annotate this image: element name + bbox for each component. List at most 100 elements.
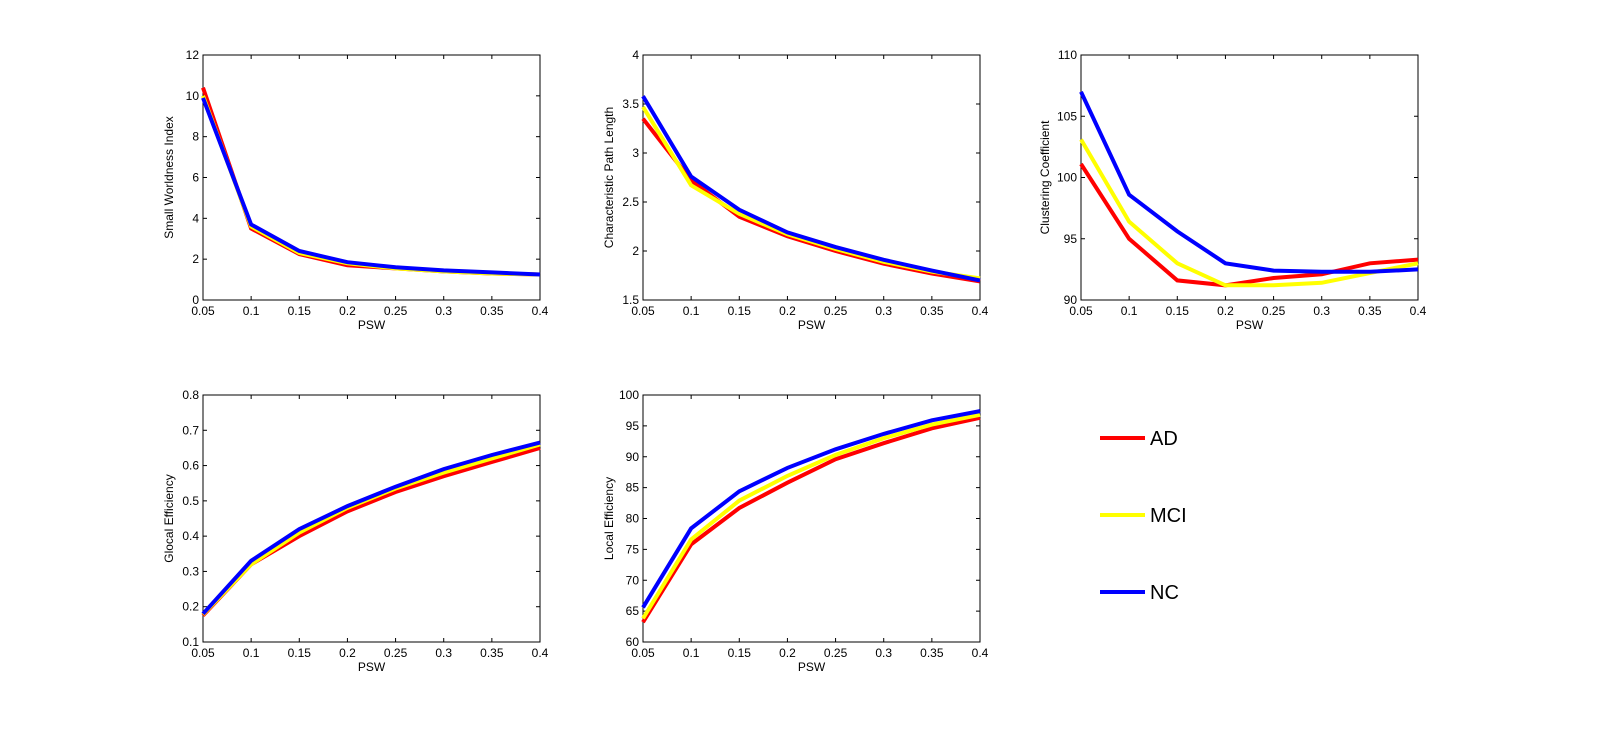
- y-tick-label: 2: [192, 252, 199, 266]
- y-tick-label: 65: [626, 604, 640, 618]
- y-tick-label: 85: [626, 481, 640, 495]
- x-tick-label: 0.25: [824, 646, 848, 660]
- y-axis-label: Characteristic Path Length: [602, 107, 616, 248]
- x-tick-label: 0.25: [1262, 304, 1286, 318]
- legend-item-nc: NC: [1100, 582, 1179, 604]
- legend: AD MCI NC: [1100, 428, 1187, 604]
- x-tick-label: 0.1: [1121, 304, 1138, 318]
- x-tick-label: 0.4: [1410, 304, 1427, 318]
- y-tick-label: 0: [192, 293, 199, 307]
- y-tick-label: 110: [1058, 48, 1077, 62]
- x-axis-label: PSW: [358, 318, 386, 332]
- axes-box: [202, 54, 541, 301]
- x-axis-label: PSW: [798, 318, 826, 332]
- x-tick-label: 0.05: [631, 646, 655, 660]
- x-tick-label: 0.05: [191, 646, 215, 660]
- series-line-nc: [201, 97, 541, 277]
- axes-box: [202, 394, 541, 643]
- x-tick-label: 0.1: [243, 646, 260, 660]
- x-axis-label: PSW: [798, 660, 826, 674]
- y-tick-label: 0.2: [182, 600, 199, 614]
- y-tick-label: 105: [1057, 109, 1077, 123]
- legend-label: NC: [1150, 582, 1179, 604]
- x-tick-label: 0.1: [683, 304, 700, 318]
- x-tick-label: 0.3: [875, 304, 892, 318]
- subplot-5: 0.05 0.1 0.15 0.2 0.25 0.3 0.35 0.4 60 65 70 75 80 85…: [602, 388, 989, 674]
- y-axis-label: Local Efficiency: [602, 477, 616, 560]
- x-tick-label: 0.3: [1313, 304, 1330, 318]
- y-tick-label: 70: [626, 573, 640, 587]
- x-tick-label: 0.3: [435, 646, 452, 660]
- x-tick-label: 0.2: [339, 304, 356, 318]
- y-tick-label: 80: [626, 512, 640, 526]
- y-tick-label: 3: [632, 146, 639, 160]
- x-tick-label: 0.25: [384, 646, 408, 660]
- subplot-3: 0.05 0.1 0.15 0.2 0.25 0.3 0.35 0.4 90 95 100 105 11…: [1038, 48, 1427, 332]
- series-line-nc: [1079, 90, 1419, 274]
- y-tick-label: 95: [1064, 232, 1078, 246]
- legend-item-ad: AD: [1100, 428, 1178, 450]
- x-tick-label: 0.25: [384, 304, 408, 318]
- x-tick-label: 0.35: [920, 646, 944, 660]
- y-tick-label: 4: [192, 211, 199, 225]
- y-tick-label: 2.5: [622, 195, 639, 209]
- y-axis-label: Glocal Efficiency: [162, 474, 176, 562]
- x-tick-label: 0.35: [480, 304, 504, 318]
- y-tick-label: 4: [632, 48, 639, 62]
- x-tick-label: 0.15: [288, 646, 312, 660]
- x-tick-label: 0.2: [779, 304, 796, 318]
- y-tick-label: 100: [1057, 171, 1077, 185]
- legend-label: MCI: [1150, 505, 1187, 527]
- legend-item-mci: MCI: [1100, 505, 1187, 527]
- y-tick-label: 12: [186, 48, 200, 62]
- y-tick-label: 0.1: [182, 635, 199, 649]
- subplot-4: 0.05 0.1 0.15 0.2 0.25 0.3 0.35 0.40.10.20.30.4…: [162, 388, 549, 674]
- y-tick-label: 3.5: [622, 97, 639, 111]
- axes-box: [642, 394, 981, 643]
- x-tick-label: 0.15: [1166, 304, 1190, 318]
- x-tick-label: 0.05: [191, 304, 215, 318]
- y-tick-label: 100: [619, 388, 639, 402]
- x-tick-label: 0.15: [728, 304, 752, 318]
- x-tick-label: 0.35: [920, 304, 944, 318]
- series-line-nc: [641, 95, 981, 283]
- y-tick-label: 0.8: [182, 388, 199, 402]
- x-tick-label: 0.2: [1217, 304, 1234, 318]
- series-line-ad: [641, 415, 981, 624]
- x-tick-label: 0.4: [532, 304, 549, 318]
- y-tick-label: 75: [626, 542, 640, 556]
- y-tick-label: 0.3: [182, 564, 199, 578]
- y-tick-label: 0.5: [182, 494, 199, 508]
- y-tick-label: 8: [192, 130, 199, 144]
- y-tick-label: 0.7: [182, 423, 199, 437]
- axes-box: [642, 54, 981, 301]
- x-tick-label: 0.2: [779, 646, 796, 660]
- y-tick-label: 95: [626, 419, 640, 433]
- y-axis-label: Small Worldness Index: [162, 116, 176, 239]
- y-tick-label: 0.4: [182, 529, 199, 543]
- x-tick-label: 0.35: [1358, 304, 1382, 318]
- x-tick-label: 0.3: [435, 304, 452, 318]
- y-tick-label: 0.6: [182, 459, 199, 473]
- x-tick-label: 0.1: [243, 304, 260, 318]
- y-axis-label: Clustering Coefficient: [1038, 120, 1052, 235]
- series-line-ad: [1079, 162, 1419, 288]
- series-line-nc: [201, 440, 541, 616]
- x-tick-label: 0.4: [972, 304, 989, 318]
- series-line-nc: [641, 409, 981, 609]
- subplot-2: 0.05 0.1 0.15 0.2 0.25 0.3 0.35 0.4 1.5 2 2.5 3 3.5 4…: [602, 48, 989, 332]
- y-tick-label: 1.5: [622, 293, 639, 307]
- x-tick-label: 0.15: [288, 304, 312, 318]
- legend-label: AD: [1150, 428, 1178, 450]
- y-tick-label: 6: [192, 171, 199, 185]
- x-tick-label: 0.15: [728, 646, 752, 660]
- y-tick-label: 90: [1064, 293, 1078, 307]
- x-axis-label: PSW: [358, 660, 386, 674]
- axes-box: [1080, 54, 1419, 301]
- x-tick-label: 0.3: [875, 646, 892, 660]
- x-tick-label: 0.05: [631, 304, 655, 318]
- y-tick-label: 60: [626, 635, 640, 649]
- x-tick-label: 0.25: [824, 304, 848, 318]
- y-tick-label: 2: [632, 244, 639, 258]
